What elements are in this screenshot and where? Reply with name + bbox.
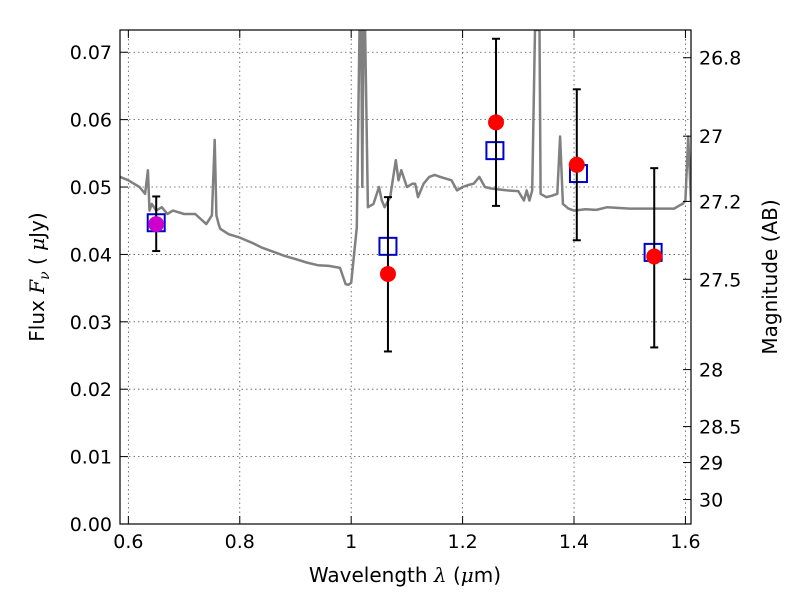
- y-tick-label: 0.07: [70, 42, 112, 64]
- y-tick-label: 0.00: [70, 514, 112, 536]
- x-tick-label: 0.6: [113, 531, 143, 553]
- axis-ticks: 0.6 0.8 1 1.2 1.4 1.6 0.00 0.01 0.02 0.03 0.04 0.05…: [70, 30, 741, 553]
- x-tick-label: 1.6: [670, 531, 700, 553]
- x-tick-label: 0.8: [225, 531, 255, 553]
- x-axis-title: Wavelength λ (μm): [309, 563, 501, 587]
- y2-tick-label: 28: [699, 360, 723, 382]
- y-tick-label: 0.04: [70, 244, 112, 266]
- y-tick-label: 0.03: [70, 312, 112, 334]
- y2-tick-label: 26.8: [699, 48, 741, 70]
- observed-point: [488, 114, 505, 131]
- data-marks: [146, 37, 663, 353]
- y2-tick-label: 30: [699, 490, 723, 512]
- y-tick-label: 0.05: [70, 177, 112, 199]
- spectrum-line: [120, 30, 691, 287]
- y2-tick-label: 27.5: [699, 269, 741, 291]
- observed-point: [148, 216, 165, 233]
- plot-frame: [119, 29, 692, 525]
- observed-point: [646, 248, 663, 265]
- y-axis-title: Flux Fν ( μJy): [25, 212, 53, 341]
- y2-tick-label: 27.2: [699, 191, 741, 213]
- y-tick-label: 0.06: [70, 110, 112, 132]
- observed-point: [568, 156, 585, 173]
- x-tick-label: 1.2: [447, 531, 477, 553]
- observed-point: [379, 265, 396, 282]
- y-tick-label: 0.02: [70, 379, 112, 401]
- y2-tick-label: 28.5: [699, 417, 741, 439]
- model-square: [485, 141, 505, 161]
- y2-axis-title: Magnitude (AB): [758, 199, 782, 354]
- x-tick-label: 1.4: [559, 531, 589, 553]
- y2-tick-label: 29: [699, 453, 723, 475]
- y2-tick-label: 27: [699, 126, 723, 148]
- y-tick-label: 0.01: [70, 447, 112, 469]
- x-tick-label: 1: [345, 531, 357, 553]
